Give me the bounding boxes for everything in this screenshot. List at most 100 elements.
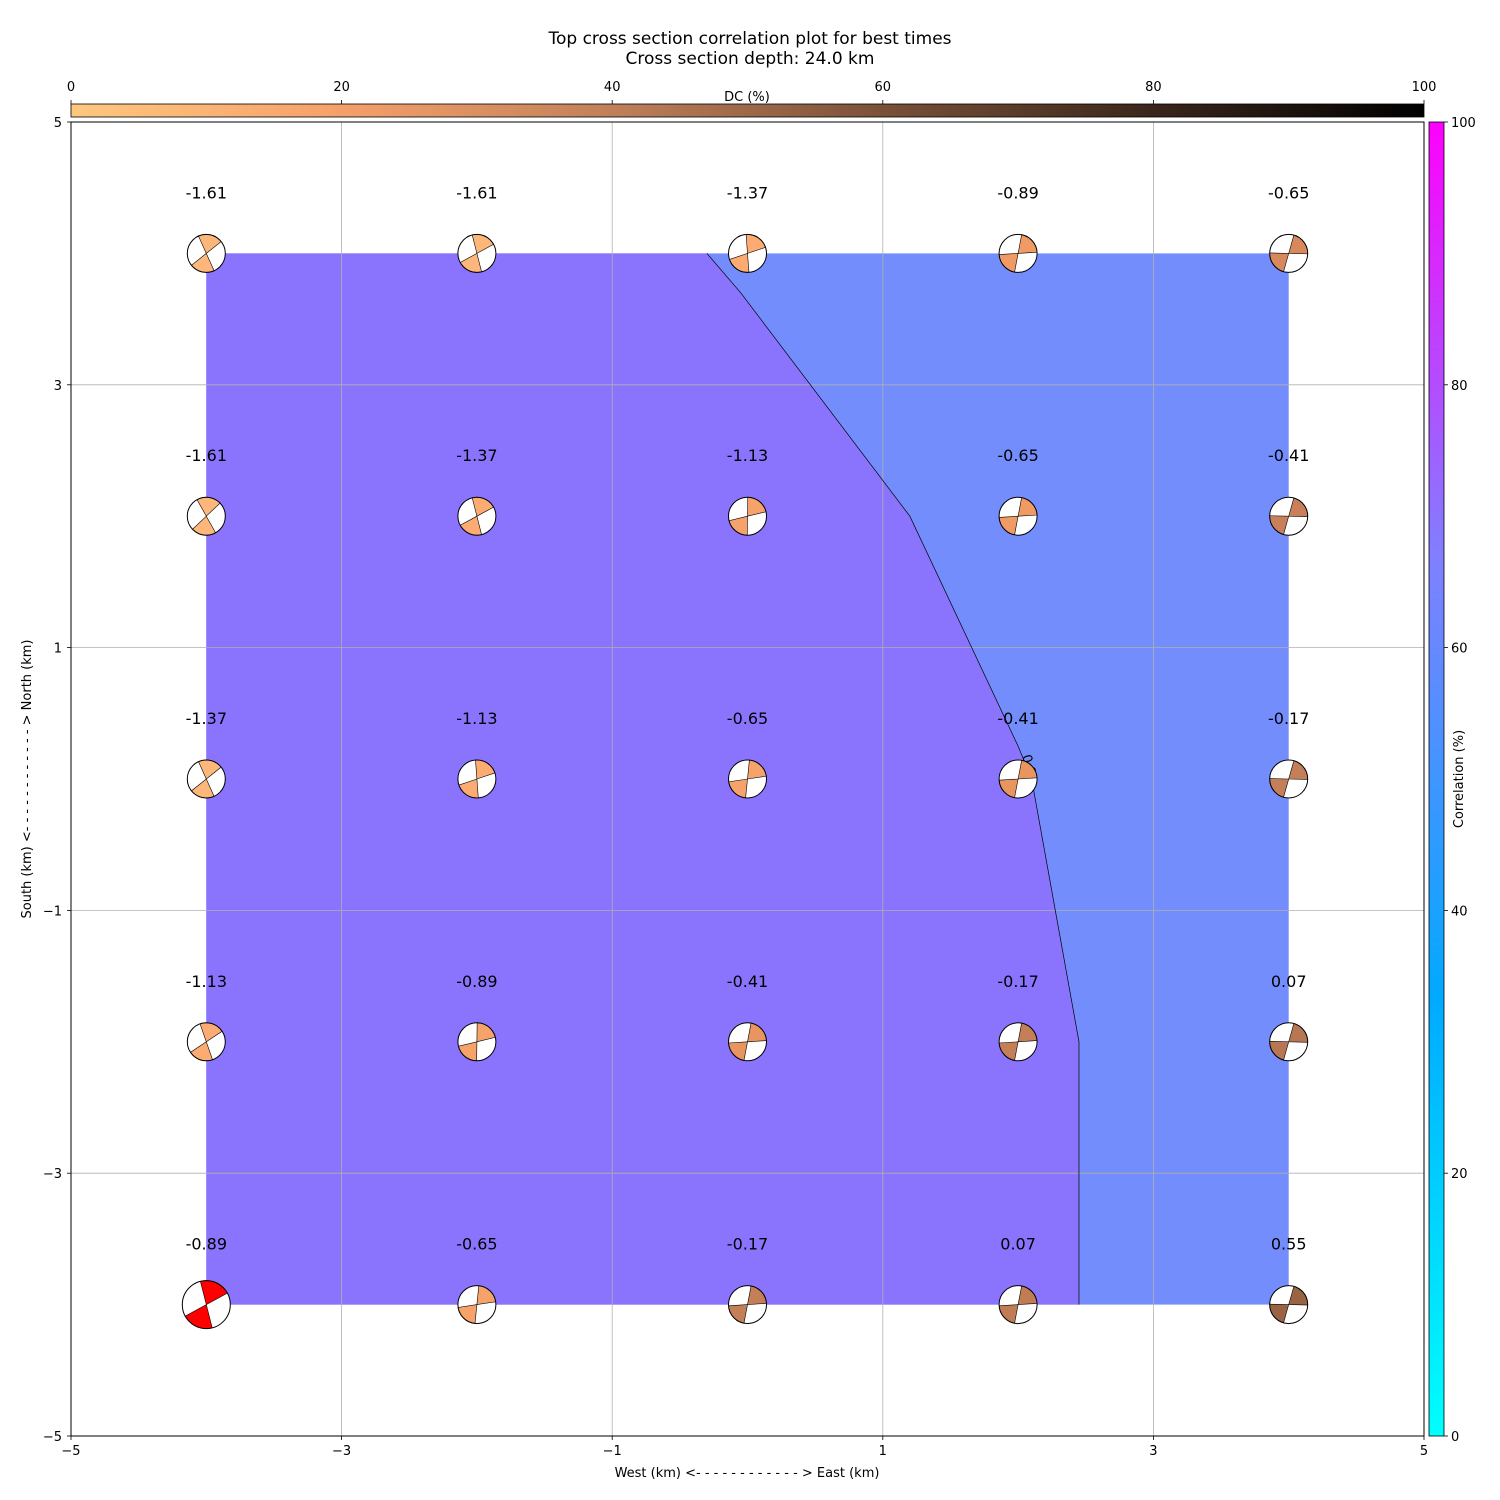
beachball — [1269, 233, 1309, 273]
beachball-outline — [186, 1022, 226, 1062]
dc-tick-label: 60 — [875, 80, 892, 95]
value-label: 0.07 — [1000, 1235, 1036, 1254]
beachball-outline — [457, 233, 497, 273]
beachball-outline — [457, 1022, 497, 1062]
value-label: -0.65 — [456, 1235, 497, 1254]
y-tick-label: 5 — [54, 116, 62, 131]
beachball-outline — [1269, 233, 1309, 273]
dc-tick-label: 100 — [1412, 80, 1437, 95]
beachball-outline — [728, 233, 767, 273]
x-tick-label: −5 — [61, 1444, 80, 1459]
beachball-outline — [728, 1022, 767, 1062]
beachball — [728, 1022, 767, 1062]
beachball-outline — [998, 496, 1038, 536]
dc-colorbar: 0 20 40 60 80 100 DC (%) — [67, 80, 1437, 118]
value-label: -1.37 — [456, 446, 497, 465]
correlation-tick-label: 40 — [1451, 904, 1468, 919]
beachball — [998, 1022, 1038, 1062]
value-label: -1.13 — [186, 972, 227, 991]
correlation-colorbar: 0 20 40 60 80 100 Correlation (%) — [1428, 116, 1476, 1445]
beachball — [457, 1285, 497, 1325]
beachball-outline — [457, 496, 497, 536]
y-tick-label: 3 — [54, 379, 62, 394]
y-tick-label: −1 — [43, 904, 62, 919]
plot-frame — [70, 121, 1425, 1437]
beachball — [181, 1280, 231, 1330]
beachball — [1269, 1022, 1309, 1062]
chart-title: Top cross section correlation plot for b… — [547, 29, 951, 49]
beachball-outline — [181, 1280, 231, 1330]
beachball — [1269, 759, 1309, 799]
y-tick-label: −5 — [43, 1430, 62, 1445]
beachball — [1269, 1285, 1309, 1325]
value-label: -0.89 — [186, 1235, 227, 1254]
beachball — [186, 1022, 226, 1062]
y-tick-label: −3 — [43, 1167, 62, 1182]
value-label: -0.17 — [1268, 709, 1309, 728]
correlation-tick-label: 80 — [1451, 379, 1468, 394]
beachball-outline — [457, 1285, 497, 1325]
beachball — [457, 233, 497, 273]
x-axis-label: West (km) <- - - - - - - - - - - - > Eas… — [615, 1466, 880, 1481]
beachball-outline — [186, 496, 226, 536]
correlation-colorbar-ticks: 0 20 40 60 80 100 — [1444, 116, 1476, 1445]
dc-tick-label: 0 — [67, 80, 75, 95]
beachball — [457, 496, 497, 536]
value-label: -0.65 — [1268, 183, 1309, 202]
x-tick-label: 1 — [879, 1444, 887, 1459]
value-label: -0.17 — [727, 1235, 768, 1254]
beachball-outline — [186, 233, 226, 273]
value-label: -1.61 — [456, 183, 497, 202]
y-tick-label: 1 — [54, 642, 62, 657]
beachball — [1269, 496, 1309, 536]
value-label: -0.65 — [727, 709, 768, 728]
x-tick-label: 3 — [1149, 1444, 1157, 1459]
dc-colorbar-label: DC (%) — [724, 90, 770, 105]
dc-tick-label: 80 — [1145, 80, 1162, 95]
correlation-colorbar-gradient — [1428, 121, 1445, 1437]
beachball-outline — [728, 1285, 767, 1325]
beachball — [728, 759, 767, 799]
correlation-colorbar-label: Correlation (%) — [1452, 730, 1467, 828]
beachball — [728, 496, 767, 536]
value-label: -0.17 — [997, 972, 1038, 991]
beachball-outline — [457, 759, 497, 799]
value-labels: -1.61 -1.61 -1.37 -0.89 -0.65 -1.61 -1.37 -1.13… — [186, 183, 1310, 1253]
beachball — [998, 496, 1038, 536]
beachball — [186, 759, 226, 799]
beachball-outline — [1269, 759, 1309, 799]
beachball — [186, 496, 226, 536]
y-axis-label: South (km) <- - - - - - - - - - - - > No… — [20, 639, 35, 918]
value-label: -0.89 — [997, 183, 1038, 202]
y-axis-ticks: −5 −3 −1 1 3 5 — [43, 116, 71, 1445]
value-label: -0.41 — [727, 972, 768, 991]
correlation-tick-label: 100 — [1451, 116, 1476, 131]
beachball-outline — [1269, 1022, 1309, 1062]
value-label: -1.37 — [186, 709, 227, 728]
beachball — [998, 1285, 1038, 1325]
correlation-tick-label: 0 — [1451, 1430, 1459, 1445]
value-label: -0.41 — [1268, 446, 1309, 465]
beachball — [457, 1022, 497, 1062]
beachball-outline — [998, 1285, 1038, 1325]
beachball — [457, 759, 497, 799]
beachball-outline — [1269, 1285, 1309, 1325]
beachball — [998, 759, 1038, 799]
correlation-tick-label: 20 — [1451, 1167, 1468, 1182]
value-label: -1.13 — [727, 446, 768, 465]
plot-area: 0.0 -1.61-1.61-1.37-0.89-0.65-1.61-1.37-… — [70, 121, 1425, 1437]
value-label: -1.37 — [727, 183, 768, 202]
beachball-outline — [998, 759, 1038, 799]
correlation-tick-label: 60 — [1451, 642, 1468, 657]
beachball-outline — [1269, 496, 1309, 536]
x-tick-label: −3 — [332, 1444, 351, 1459]
dc-colorbar-ticks: 0 20 40 60 80 100 — [67, 80, 1437, 104]
beachball-outline — [186, 759, 226, 799]
beachball — [728, 1285, 767, 1325]
beachball-outline — [998, 1022, 1038, 1062]
beachball-outline — [728, 759, 767, 799]
x-axis-ticks: −5 −3 −1 1 3 5 — [61, 1436, 1428, 1459]
x-tick-label: 5 — [1420, 1444, 1428, 1459]
chart-subtitle: Cross section depth: 24.0 km — [626, 49, 875, 69]
